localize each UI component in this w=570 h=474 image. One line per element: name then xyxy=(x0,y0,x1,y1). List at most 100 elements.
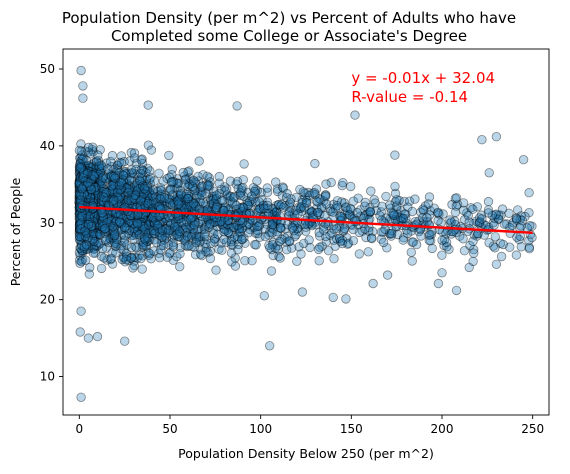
data-point xyxy=(195,249,206,260)
data-point xyxy=(171,196,182,207)
x-tick-label: 150 xyxy=(340,422,363,436)
data-point xyxy=(142,190,152,200)
data-point xyxy=(79,243,90,253)
data-point xyxy=(265,243,275,253)
data-point xyxy=(110,216,121,226)
data-point xyxy=(175,185,186,196)
data-point xyxy=(211,265,221,275)
data-point xyxy=(377,201,387,212)
data-point xyxy=(88,230,99,241)
data-point xyxy=(78,191,89,202)
data-point xyxy=(129,168,139,178)
data-point xyxy=(118,175,128,185)
data-point xyxy=(137,172,147,182)
data-point xyxy=(149,228,159,239)
data-point xyxy=(137,158,148,169)
data-point xyxy=(154,191,165,201)
data-point xyxy=(95,224,106,234)
data-point xyxy=(74,192,85,203)
data-point xyxy=(105,196,116,207)
data-point xyxy=(75,174,86,185)
data-point xyxy=(74,209,85,219)
data-point xyxy=(205,194,216,204)
data-point xyxy=(116,177,126,187)
data-point xyxy=(74,231,85,242)
data-point xyxy=(82,187,93,198)
data-point xyxy=(93,182,104,193)
data-point xyxy=(86,149,96,159)
data-point xyxy=(175,242,186,253)
data-point xyxy=(398,213,408,224)
data-point xyxy=(138,240,148,250)
data-point xyxy=(129,260,140,271)
data-point xyxy=(138,193,149,204)
data-point xyxy=(92,177,102,188)
data-point xyxy=(85,193,96,203)
data-point xyxy=(111,194,121,204)
data-point xyxy=(152,186,163,197)
data-point xyxy=(87,174,97,184)
data-point xyxy=(94,161,104,171)
data-point xyxy=(184,223,195,234)
data-point xyxy=(138,217,148,228)
data-point xyxy=(194,156,204,166)
data-point xyxy=(91,212,101,222)
data-point xyxy=(111,178,122,188)
data-point xyxy=(122,173,132,184)
data-point xyxy=(82,216,93,227)
data-point xyxy=(92,219,102,229)
data-point xyxy=(84,226,95,237)
data-point xyxy=(89,157,100,168)
data-point xyxy=(77,196,87,206)
data-point xyxy=(79,184,89,195)
data-point xyxy=(81,193,92,203)
data-point xyxy=(78,171,89,181)
data-point xyxy=(477,134,487,145)
data-point xyxy=(156,183,166,193)
data-point xyxy=(76,191,86,201)
data-point xyxy=(93,184,103,195)
data-point xyxy=(171,199,182,209)
data-point xyxy=(83,142,94,153)
data-point xyxy=(78,221,88,232)
data-point xyxy=(75,195,85,205)
data-point xyxy=(108,218,118,229)
data-point xyxy=(74,179,85,190)
data-point xyxy=(104,172,114,183)
data-point xyxy=(136,188,147,199)
data-point xyxy=(86,160,96,170)
data-point xyxy=(74,192,85,203)
data-point xyxy=(102,164,113,174)
data-point xyxy=(365,206,375,217)
data-point xyxy=(129,181,140,191)
data-point xyxy=(75,219,85,230)
data-point xyxy=(112,160,123,170)
data-point xyxy=(101,158,112,168)
data-point xyxy=(145,185,156,195)
data-point xyxy=(188,200,199,210)
data-point xyxy=(83,186,94,196)
data-point xyxy=(81,187,92,198)
data-point xyxy=(182,194,192,204)
data-point xyxy=(75,183,86,194)
data-point xyxy=(87,166,97,176)
data-point xyxy=(188,229,198,239)
data-point xyxy=(119,253,129,263)
data-point xyxy=(86,177,96,188)
data-point xyxy=(96,213,106,224)
data-point xyxy=(145,216,156,226)
data-point xyxy=(197,215,208,225)
data-point xyxy=(96,195,107,205)
data-point xyxy=(146,218,157,229)
data-point xyxy=(90,211,100,222)
data-point xyxy=(74,213,85,224)
data-point xyxy=(76,183,87,193)
data-point xyxy=(85,192,95,202)
chart-title-line2: Completed some College or Associate's De… xyxy=(111,27,467,45)
data-point xyxy=(80,227,90,237)
data-point xyxy=(157,225,168,236)
data-point xyxy=(483,196,494,207)
data-point xyxy=(76,224,86,234)
data-point xyxy=(86,216,97,227)
data-point xyxy=(129,219,140,229)
